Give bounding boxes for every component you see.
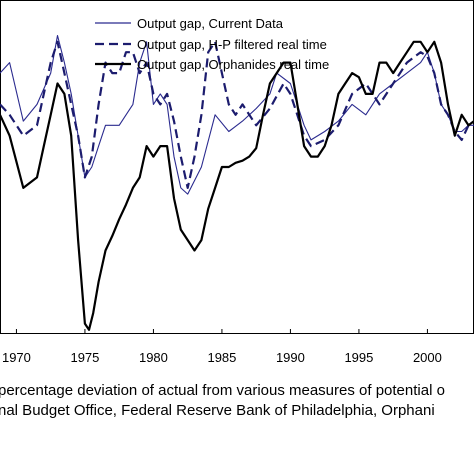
legend-label-current-data: Output gap, Current Data — [137, 16, 284, 31]
x-tick-label: 2000 — [413, 350, 442, 365]
x-tick-label: 1985 — [207, 350, 236, 365]
x-tick-label: 1990 — [276, 350, 305, 365]
x-tick-label: 1980 — [139, 350, 168, 365]
x-axis-ticks: 1970 1975 1980 1985 1990 1995 2000 — [2, 329, 442, 365]
series-line-1 — [0, 40, 474, 189]
legend-label-hp-filtered: Output gap, H-P filtered real time — [137, 37, 327, 52]
caption-line-1: percentage deviation of actual from vari… — [0, 382, 445, 399]
series-lines — [0, 34, 474, 331]
x-tick-label: 1970 — [2, 350, 31, 365]
legend: Output gap, Current Data Output gap, H-P… — [95, 16, 329, 72]
legend-label-orphanides: Output gap, Orphanides real time — [137, 57, 329, 72]
x-tick-label: 1995 — [344, 350, 373, 365]
x-tick-label: 1975 — [70, 350, 99, 365]
caption-line-2: nal Budget Office, Federal Reserve Bank … — [0, 402, 435, 419]
series-line-2 — [0, 40, 474, 331]
